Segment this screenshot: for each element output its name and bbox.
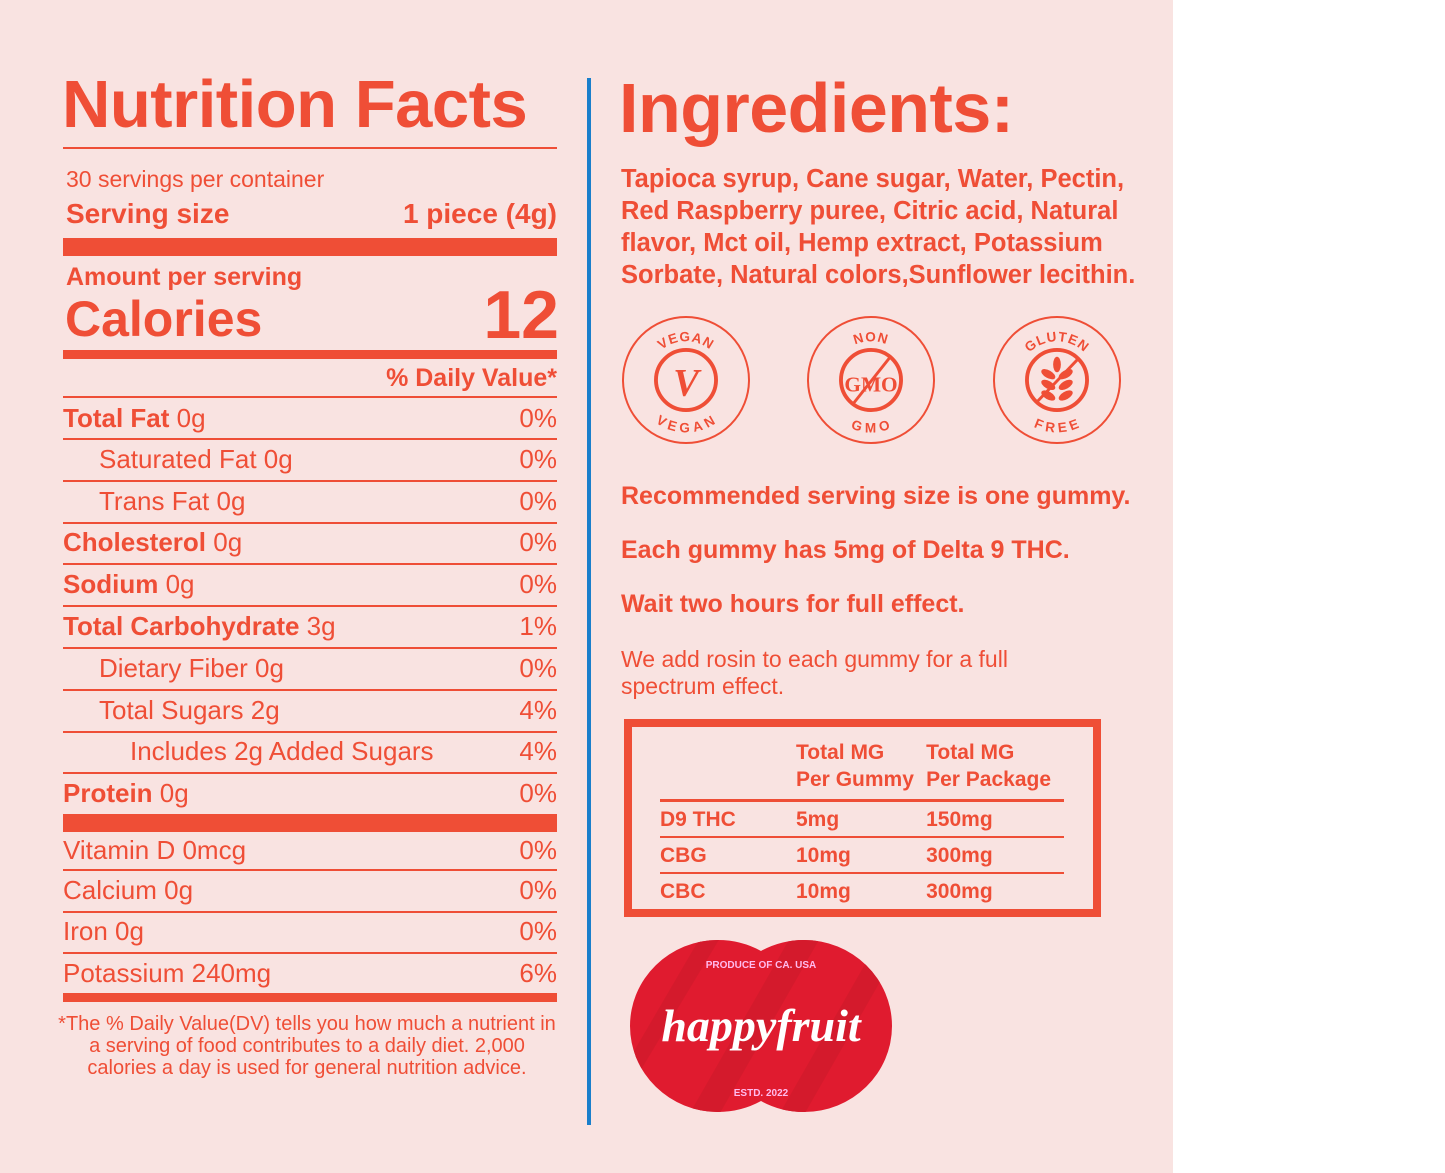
cannabinoid-row: D9 THC 5mg 150mg (660, 801, 1064, 837)
nutrient-name: Total Sugars 2g (99, 694, 280, 725)
nutrient-name: Sodium 0g (63, 568, 195, 599)
nutrient-row: Dietary Fiber 0g 0% (63, 647, 557, 691)
svg-text:FREE: FREE (1032, 416, 1081, 436)
cannabinoid-table-box: Total MG Per Gummy Total MG Per Package … (624, 719, 1101, 917)
nutrient-dv: 1% (519, 610, 557, 641)
logo-tagline: PRODUCE OF CA. USA (706, 960, 817, 971)
micronutrient-row: Calcium 0g 0% (63, 869, 557, 913)
nutrient-dv: 0% (519, 652, 557, 683)
logo-brand: happyfruit (661, 1000, 862, 1051)
nutrient-dv: 0% (519, 916, 557, 946)
serving-size-label: Serving size (66, 198, 230, 229)
nutrient-dv: 0% (519, 485, 557, 516)
header-per-package: Total MG Per Package (926, 741, 1052, 791)
daily-value-footnote: *The % Daily Value(DV) tells you how muc… (58, 1013, 556, 1079)
nutrition-title: Nutrition Facts (62, 67, 528, 142)
happyfruit-logo: PRODUCE OF CA. USA happyfruit ESTD. 2022 (630, 940, 892, 1112)
label-panel (0, 0, 1173, 1173)
nutrient-dv: 0% (519, 443, 557, 474)
cannabinoid-name: D9 THC (660, 808, 736, 831)
nutrient-row: Total Sugars 2g 4% (63, 689, 557, 733)
wheat-crossed-icon: GLUTEN FREE (993, 316, 1121, 444)
cannabinoid-amount: 10mg (796, 844, 851, 867)
thick-divider (63, 814, 557, 832)
cannabinoid-row: CBG 10mg 300mg (660, 837, 1064, 873)
nutrient-dv: 4% (519, 694, 557, 725)
vegan-icon: VEGAN VEGAN V (622, 316, 750, 444)
nutrient-name: Iron 0g (63, 916, 144, 946)
ingredients-text: Tapioca syrup, Cane sugar, Water, Pectin… (621, 165, 1136, 289)
cannabinoid-amount: 150mg (926, 808, 993, 831)
nutrient-name: Includes 2g Added Sugars (130, 736, 434, 766)
cannabinoid-name: CBC (660, 880, 706, 903)
cannabinoid-amount: 5mg (796, 808, 840, 831)
nutrient-dv: 6% (519, 958, 557, 988)
nutrient-name: Vitamin D 0mcg (63, 835, 247, 865)
nutrient-name: Dietary Fiber 0g (99, 652, 284, 683)
thick-divider (63, 238, 557, 256)
micronutrient-row: Vitamin D 0mcg 0% (63, 832, 557, 871)
nutrient-name: Total Fat 0g (63, 402, 206, 433)
nutrient-dv: 0% (519, 874, 557, 905)
nutrient-row: Protein 0g 0% (63, 772, 557, 814)
serving-size-value: 1 piece (4g) (402, 198, 557, 229)
column-divider (587, 78, 591, 1125)
svg-text:VEGAN: VEGAN (654, 412, 718, 435)
nutrient-name: Calcium 0g (63, 874, 194, 905)
ingredients-title: Ingredients: (619, 69, 1014, 147)
calories-label: Calories (65, 291, 263, 347)
nutrient-name: Saturated Fat 0g (99, 443, 293, 474)
amount-per-serving: Amount per serving (66, 263, 303, 291)
medium-divider (63, 993, 557, 1002)
daily-value-header: % Daily Value* (386, 364, 557, 392)
calories-value: 12 (483, 277, 559, 353)
nutrient-row: Trans Fat 0g 0% (63, 480, 557, 524)
svg-text:GMO: GMO (844, 373, 897, 397)
svg-text:V: V (673, 362, 702, 405)
dose-note: Each gummy has 5mg of Delta 9 THC. (621, 536, 1070, 564)
nutrient-dv: 0% (519, 402, 557, 433)
divider (63, 396, 557, 398)
nutrient-row: Saturated Fat 0g 0% (63, 438, 557, 482)
nutrient-dv: 0% (519, 835, 557, 865)
cannabinoid-table: Total MG Per Gummy Total MG Per Package … (660, 739, 1064, 908)
nutrient-name: Potassium 240mg (63, 958, 272, 988)
rosin-note: We add rosin to each gummy for a full sp… (621, 646, 1008, 699)
cannabinoid-name: CBG (660, 844, 707, 867)
nutrient-dv: 0% (519, 568, 557, 599)
nutrient-name: Cholesterol 0g (63, 527, 243, 557)
svg-text:VEGAN: VEGAN (655, 329, 717, 352)
cannabinoid-amount: 300mg (926, 844, 993, 867)
cannabinoid-row: CBC 10mg 300mg (660, 873, 1064, 908)
medium-divider (63, 350, 557, 359)
wait-note: Wait two hours for full effect. (621, 590, 965, 618)
nutrient-name: Trans Fat 0g (99, 485, 246, 516)
micronutrient-row: Potassium 240mg 6% (63, 952, 557, 995)
divider (63, 147, 557, 149)
serving-note: Recommended serving size is one gummy. (621, 482, 1131, 510)
cannabinoid-amount: 10mg (796, 880, 851, 903)
cannabinoid-amount: 300mg (926, 880, 993, 903)
micronutrient-row: Iron 0g 0% (63, 911, 557, 954)
nutrient-row: Total Fat 0g 0% (63, 398, 557, 440)
nutrient-row: Total Carbohydrate 3g 1% (63, 605, 557, 649)
nutrient-dv: 0% (519, 777, 557, 808)
logo-established: ESTD. 2022 (734, 1088, 789, 1099)
servings-per-container: 30 servings per container (66, 166, 325, 192)
nutrient-row: Sodium 0g 0% (63, 563, 557, 607)
header-per-gummy: Total MG Per Gummy (796, 741, 914, 791)
nutrient-dv: 0% (519, 527, 557, 557)
nutrient-dv: 4% (519, 736, 557, 766)
nutrient-name: Total Carbohydrate 3g (63, 610, 336, 641)
non-gmo-icon: NON GMO GMO (807, 316, 935, 444)
nutrient-name: Protein 0g (63, 777, 189, 808)
svg-text:GMO: GMO (850, 417, 893, 435)
nutrient-row: Cholesterol 0g 0% (63, 522, 557, 565)
nutrient-row: Includes 2g Added Sugars 4% (63, 731, 557, 774)
svg-text:NON: NON (851, 329, 890, 347)
